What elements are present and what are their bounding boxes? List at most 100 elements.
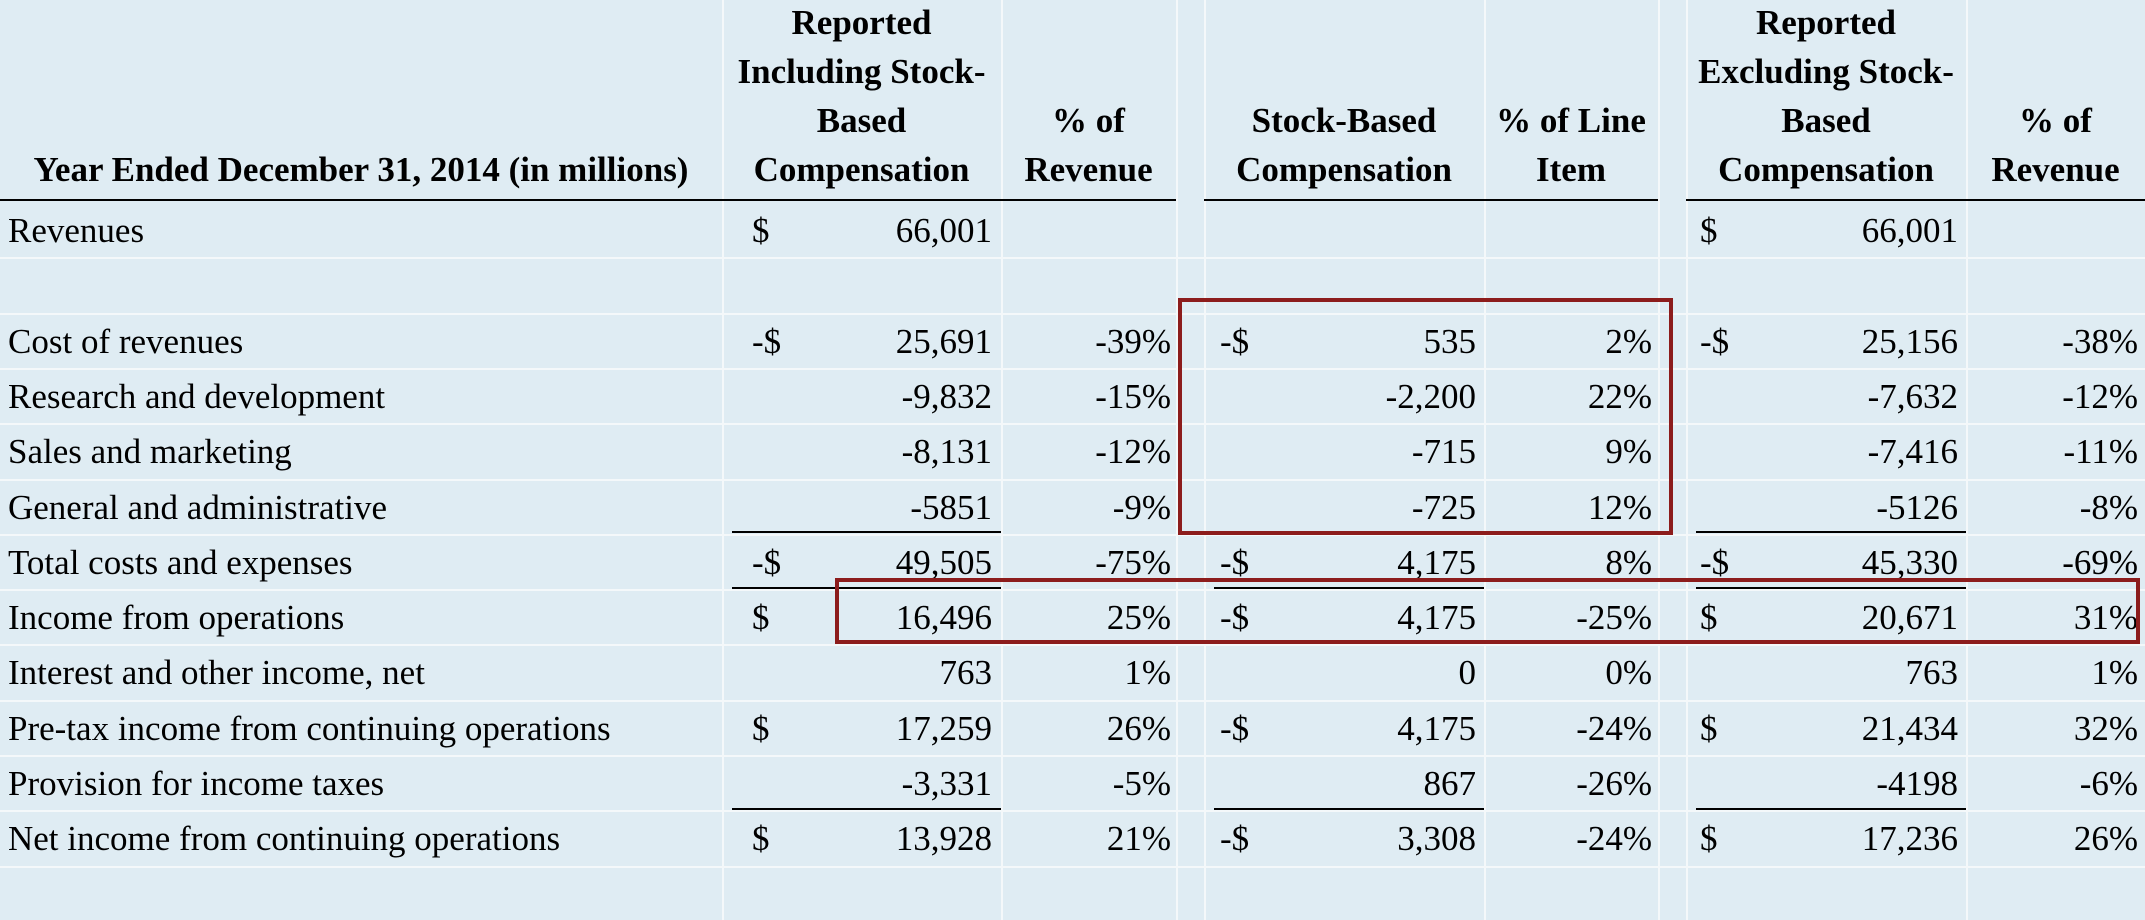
currency-symbol: -$ (752, 321, 782, 361)
currency-symbol (1700, 369, 1760, 424)
pct-line-item-value: -24% (1576, 819, 1652, 859)
reported-excluding-value: -7,632 (1867, 376, 1958, 416)
row-label: Pre-tax income from continuing operation… (8, 708, 611, 748)
gridline (722, 0, 724, 920)
currency-symbol: -$ (1700, 321, 1730, 361)
pct-revenue-value: -5% (1112, 764, 1171, 803)
reported-including-value: 13,928 (895, 819, 992, 859)
currency-symbol: $ (1700, 598, 1718, 638)
gridline (0, 478, 2145, 481)
reported-excluding-value: 21,434 (1861, 708, 1958, 748)
pct-revenue-value: 26% (1106, 708, 1171, 748)
reported-excluding-value: -4198 (1876, 764, 1958, 803)
reported-excluding-value: -5126 (1876, 487, 1958, 527)
gridline (0, 589, 2145, 592)
header-rule (1204, 199, 1658, 201)
stock-comp-value: 535 (1423, 321, 1477, 361)
pct-revenue-value: -15% (1095, 376, 1171, 416)
gridline (0, 367, 2145, 370)
row-label: Total costs and expenses (8, 542, 353, 582)
pct-revenue-value: 26% (2073, 819, 2138, 859)
currency-symbol (1220, 645, 1280, 700)
subtotal-rule (732, 587, 1001, 589)
subtotal-rule (1696, 587, 1966, 589)
reported-including-value: 16,496 (895, 598, 992, 638)
reported-including-value: 25,691 (895, 321, 992, 361)
reported-excluding-value: 17,236 (1861, 819, 1958, 859)
pct-revenue-value (1966, 203, 2138, 258)
reported-excluding-value: 763 (1905, 653, 1959, 693)
currency-symbol: $ (1700, 819, 1718, 859)
gridline (1484, 0, 1486, 920)
header-stock-based: Stock-Based Compensation (1236, 101, 1452, 189)
pct-revenue-value: -39% (1095, 321, 1171, 361)
currency-symbol: $ (752, 708, 770, 748)
stock-comp-value: 4,175 (1397, 542, 1476, 582)
header-pct-line-item: % of Line Item (1496, 101, 1646, 189)
pct-line-item-value: -25% (1576, 598, 1652, 638)
currency-symbol (1700, 424, 1760, 479)
currency-symbol: -$ (1220, 598, 1250, 638)
reported-excluding-value: 25,156 (1861, 321, 1958, 361)
currency-symbol (752, 258, 812, 313)
header-row-label: Year Ended December 31, 2014 (in million… (33, 150, 689, 189)
currency-symbol: $ (1700, 211, 1718, 250)
pct-revenue-value: -12% (2062, 376, 2138, 416)
currency-symbol (1700, 258, 1760, 313)
reported-including-value: 49,505 (895, 542, 992, 582)
pct-revenue-value: -9% (1112, 487, 1171, 527)
pct-line-item-value: 2% (1605, 321, 1652, 361)
gridline (1001, 0, 1003, 920)
stock-comp-value: 4,175 (1397, 708, 1476, 748)
pct-revenue-value: -6% (2079, 764, 2138, 803)
pct-revenue-value: -69% (2062, 542, 2138, 582)
subtotal-rule (732, 808, 1001, 810)
header-rule (1686, 199, 2145, 201)
row-label: Provision for income taxes (8, 764, 385, 803)
pct-revenue-value (1001, 203, 1171, 258)
reported-including-value: -5851 (910, 487, 992, 527)
currency-symbol: -$ (1220, 321, 1250, 361)
pct-revenue-value: -11% (2063, 432, 2138, 472)
gridline (1966, 0, 1968, 920)
pct-line-item-value: 12% (1587, 487, 1652, 527)
currency-symbol: $ (1700, 708, 1718, 748)
gridline (1686, 0, 1688, 920)
gridline (1176, 0, 1178, 920)
stock-comp-value: -725 (1411, 487, 1476, 527)
reported-including-value: 763 (939, 653, 993, 693)
subtotal-rule (1696, 531, 1966, 533)
pct-revenue-value: 21% (1106, 819, 1171, 859)
pct-line-item-value: 9% (1605, 432, 1652, 472)
reported-including-value: -3,331 (901, 764, 992, 803)
stock-comp-value: 4,175 (1397, 598, 1476, 638)
reported-including-value: -8,131 (901, 432, 992, 472)
reported-excluding-value: 20,671 (1861, 598, 1958, 638)
currency-symbol: $ (752, 598, 770, 638)
currency-symbol (1220, 203, 1280, 258)
currency-symbol: $ (752, 819, 770, 859)
row-label (8, 258, 718, 313)
pct-line-item-value: -26% (1576, 764, 1652, 803)
currency-symbol: -$ (1220, 708, 1250, 748)
row-label: Interest and other income, net (8, 653, 425, 693)
stock-comp-value (1280, 203, 1476, 258)
currency-symbol (752, 369, 812, 424)
subtotal-rule (1214, 808, 1484, 810)
gridline (1658, 0, 1660, 920)
currency-symbol: $ (752, 211, 770, 250)
gridline (0, 312, 2145, 315)
currency-symbol (752, 645, 812, 700)
stock-comp-value: -715 (1411, 432, 1476, 472)
pct-line-item-value: 8% (1605, 542, 1652, 582)
row-label: Sales and marketing (8, 432, 292, 472)
pct-line-item-value: 22% (1587, 376, 1652, 416)
subtotal-rule (1214, 587, 1484, 589)
currency-symbol: -$ (752, 542, 782, 582)
reported-including-value: 17,259 (895, 708, 992, 748)
currency-symbol (1700, 645, 1760, 700)
gridline (0, 755, 2145, 757)
pct-revenue-value (1001, 258, 1171, 313)
reported-including-value (812, 258, 992, 313)
pct-line-item-value: 0% (1605, 653, 1652, 693)
